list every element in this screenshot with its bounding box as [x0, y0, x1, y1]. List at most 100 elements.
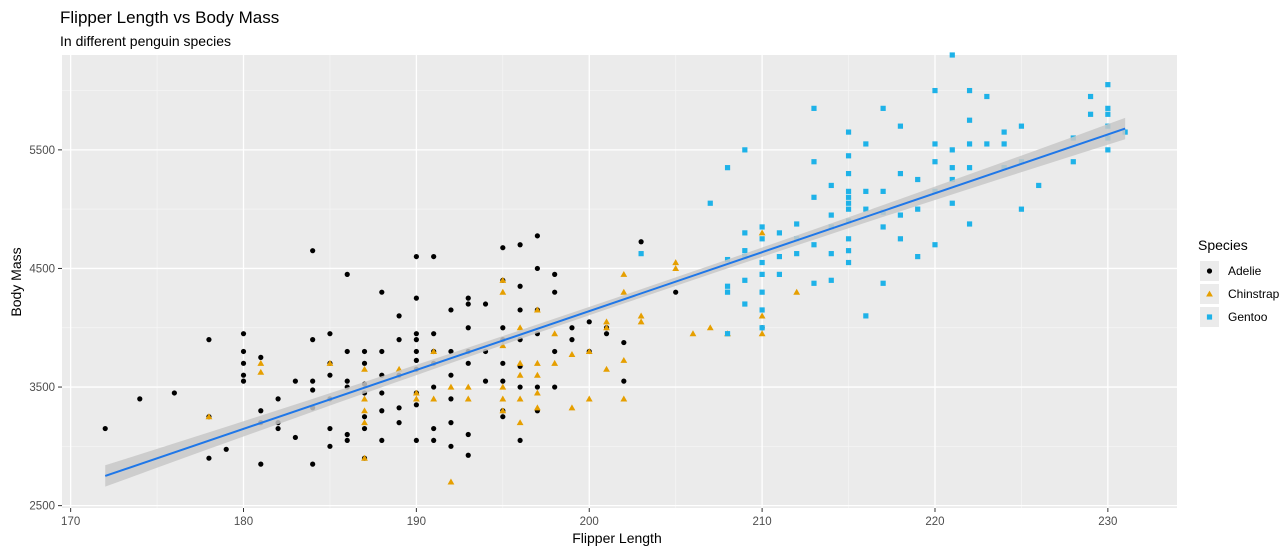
data-point	[413, 402, 419, 408]
data-point	[275, 396, 281, 402]
data-point	[845, 259, 852, 266]
data-point	[500, 378, 506, 384]
data-point	[552, 348, 558, 355]
data-point	[431, 425, 437, 432]
data-point	[638, 251, 644, 257]
data-point	[361, 419, 368, 426]
data-point	[673, 289, 679, 295]
data-point	[482, 301, 489, 307]
data-point	[552, 384, 558, 390]
data-point	[240, 372, 247, 378]
data-point	[845, 206, 852, 212]
data-point	[344, 437, 350, 444]
data-point	[465, 295, 471, 301]
data-point	[500, 245, 506, 251]
data-point	[448, 396, 454, 402]
legend-label-adelie: Adelie	[1228, 264, 1262, 278]
data-point	[811, 242, 817, 248]
data-point	[499, 276, 507, 283]
data-point	[534, 265, 540, 272]
data-point	[586, 319, 592, 325]
series-gentoo	[638, 52, 1128, 337]
data-point	[465, 325, 471, 331]
data-point	[759, 236, 765, 242]
data-point	[759, 307, 765, 313]
data-point	[759, 271, 765, 277]
y-tick-label: 3500	[29, 382, 55, 394]
data-point	[205, 413, 213, 420]
data-point	[344, 271, 350, 277]
data-point	[516, 371, 524, 378]
data-point	[794, 221, 800, 227]
data-point	[171, 390, 177, 396]
data-point	[431, 437, 437, 444]
data-point	[533, 404, 541, 411]
data-point	[448, 420, 454, 426]
data-point	[361, 395, 368, 402]
legend-key-adelie	[1206, 268, 1213, 274]
data-point	[327, 372, 333, 378]
data-point	[257, 359, 265, 366]
data-point	[776, 253, 783, 260]
data-point	[966, 87, 973, 94]
legend: Species Adelie Chinstrap Gentoo	[1198, 237, 1280, 327]
data-point	[361, 360, 368, 366]
data-point	[984, 93, 990, 100]
data-point	[413, 295, 419, 301]
data-point	[707, 200, 713, 206]
data-point	[326, 359, 334, 366]
data-point	[344, 378, 350, 384]
data-point	[396, 420, 402, 426]
data-point	[742, 230, 748, 236]
legend-title: Species	[1198, 237, 1248, 253]
data-point	[430, 348, 438, 355]
data-point	[102, 425, 108, 432]
x-tick-label: 180	[234, 516, 253, 528]
data-point	[793, 288, 801, 295]
y-axis-title: Body Mass	[8, 247, 24, 316]
data-point	[551, 359, 559, 366]
y-tick-label: 2500	[29, 501, 55, 513]
data-point	[880, 280, 886, 286]
y-tick-label: 5500	[29, 145, 55, 157]
data-point	[568, 351, 576, 357]
data-point	[759, 325, 765, 331]
data-point	[361, 414, 368, 420]
data-point	[240, 348, 247, 355]
x-axis: 170 180 190 200 210 220 230	[61, 508, 1117, 528]
data-point	[258, 461, 264, 467]
data-point	[863, 141, 869, 147]
x-tick-label: 220	[925, 516, 944, 528]
data-point	[240, 378, 247, 384]
data-point	[464, 383, 472, 390]
data-point	[361, 425, 368, 432]
data-point	[206, 455, 212, 461]
data-point	[533, 371, 541, 378]
legend-key-chinstrap	[1206, 290, 1213, 297]
data-point	[240, 360, 247, 366]
data-point	[379, 289, 385, 295]
data-point	[465, 301, 471, 307]
data-point	[620, 356, 628, 363]
data-point	[310, 248, 316, 254]
plot-panel	[62, 52, 1177, 508]
data-point	[1001, 129, 1007, 135]
data-point	[932, 141, 938, 147]
data-point	[517, 283, 523, 289]
data-point	[811, 105, 817, 111]
data-point	[672, 259, 680, 266]
data-point	[396, 313, 402, 319]
data-point	[672, 265, 680, 272]
data-point	[379, 390, 385, 396]
data-point	[724, 283, 731, 289]
data-point	[517, 384, 523, 390]
data-point	[932, 87, 938, 94]
data-point	[552, 271, 558, 277]
data-point	[1105, 105, 1111, 111]
data-point	[275, 425, 281, 432]
data-point	[465, 431, 471, 438]
data-point	[516, 359, 524, 366]
data-point	[533, 389, 541, 396]
data-point	[552, 289, 558, 295]
x-tick-label: 170	[61, 516, 80, 528]
